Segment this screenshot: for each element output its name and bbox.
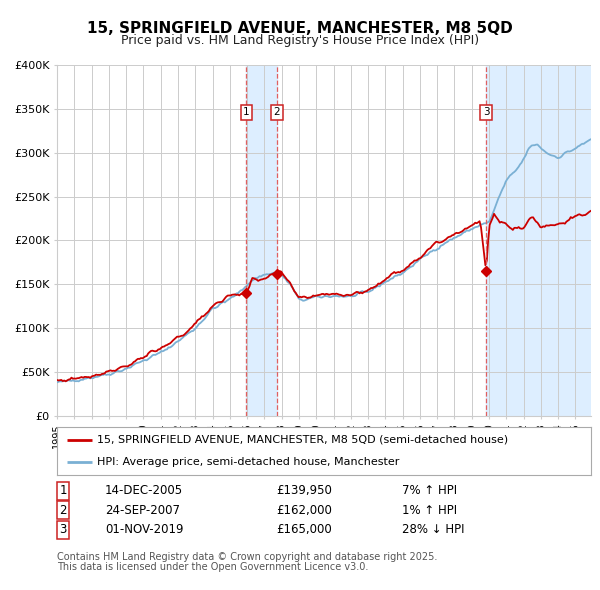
Text: 15, SPRINGFIELD AVENUE, MANCHESTER, M8 5QD: 15, SPRINGFIELD AVENUE, MANCHESTER, M8 5… bbox=[87, 21, 513, 35]
Text: 24-SEP-2007: 24-SEP-2007 bbox=[105, 504, 180, 517]
Text: 2: 2 bbox=[59, 504, 67, 517]
Text: 01-NOV-2019: 01-NOV-2019 bbox=[105, 523, 184, 536]
Text: £165,000: £165,000 bbox=[276, 523, 332, 536]
Bar bbox=[246, 65, 277, 416]
Text: 2: 2 bbox=[274, 107, 280, 117]
Text: £162,000: £162,000 bbox=[276, 504, 332, 517]
Text: 1% ↑ HPI: 1% ↑ HPI bbox=[402, 504, 457, 517]
Text: HPI: Average price, semi-detached house, Manchester: HPI: Average price, semi-detached house,… bbox=[97, 457, 400, 467]
Text: 15, SPRINGFIELD AVENUE, MANCHESTER, M8 5QD (semi-detached house): 15, SPRINGFIELD AVENUE, MANCHESTER, M8 5… bbox=[97, 435, 508, 445]
Text: 7% ↑ HPI: 7% ↑ HPI bbox=[402, 484, 457, 497]
Text: Contains HM Land Registry data © Crown copyright and database right 2025.: Contains HM Land Registry data © Crown c… bbox=[57, 552, 437, 562]
Bar bbox=[486, 65, 591, 416]
Text: 1: 1 bbox=[243, 107, 250, 117]
Text: 3: 3 bbox=[483, 107, 490, 117]
Text: 14-DEC-2005: 14-DEC-2005 bbox=[105, 484, 183, 497]
Text: This data is licensed under the Open Government Licence v3.0.: This data is licensed under the Open Gov… bbox=[57, 562, 368, 572]
Text: 3: 3 bbox=[59, 523, 67, 536]
Text: £139,950: £139,950 bbox=[276, 484, 332, 497]
Text: Price paid vs. HM Land Registry's House Price Index (HPI): Price paid vs. HM Land Registry's House … bbox=[121, 34, 479, 47]
Text: 28% ↓ HPI: 28% ↓ HPI bbox=[402, 523, 464, 536]
Text: 1: 1 bbox=[59, 484, 67, 497]
